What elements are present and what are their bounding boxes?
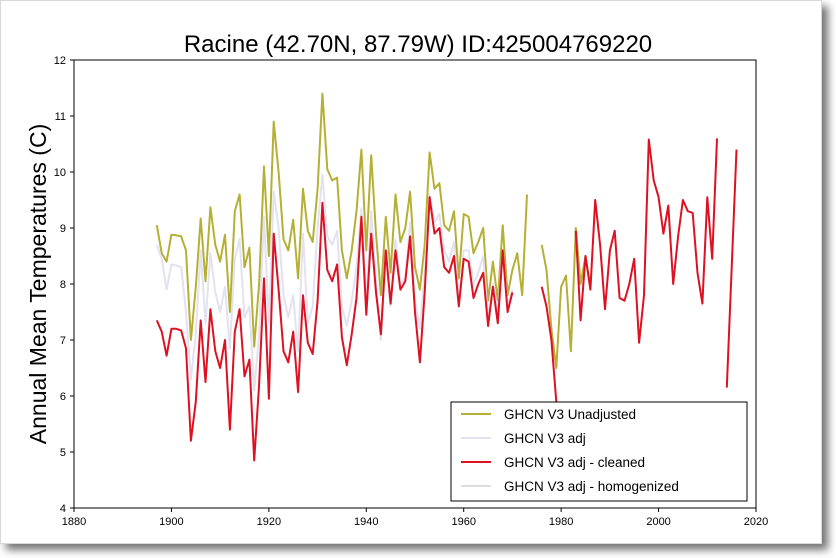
legend-label: GHCN V3 adj - cleaned — [504, 455, 645, 470]
x-tick-label: 1900 — [159, 516, 183, 528]
legend: GHCN V3 Unadjusted GHCN V3 adj GHCN V3 adj… — [450, 401, 748, 502]
x-tick-label: 1960 — [451, 516, 475, 528]
y-tick-label: 10 — [54, 167, 66, 179]
x-tick-label: 2000 — [646, 516, 670, 528]
x-tick-label: 2020 — [744, 516, 768, 528]
legend-label: GHCN V3 adj - homogenized — [504, 479, 679, 494]
chart-title: Racine (42.70N, 87.79W) ID:425004769220 — [183, 31, 653, 58]
series-line-ghcn-v3-adj — [155, 173, 514, 392]
legend-box — [450, 401, 748, 502]
x-tick-label: 1980 — [549, 516, 573, 528]
x-tick-label: 1940 — [354, 516, 378, 528]
series-line-ghcn-v3-unadjusted — [155, 92, 592, 369]
legend-label: GHCN V3 adj — [504, 431, 586, 446]
y-tick-label: 7 — [60, 335, 66, 347]
y-tick-label: 11 — [55, 111, 66, 123]
y-tick-label: 4 — [60, 503, 66, 515]
y-tick-label: 9 — [60, 223, 66, 235]
x-tick-label: 1920 — [257, 516, 281, 528]
y-tick-label: 8 — [60, 279, 66, 291]
legend-label: GHCN V3 Unadjusted — [504, 407, 636, 422]
x-tick-label: 1880 — [62, 516, 86, 528]
y-tick-label: 12 — [54, 55, 66, 67]
y-tick-label: 6 — [60, 391, 66, 403]
y-axis-label: Annual Mean Temperatures (C) — [25, 124, 51, 444]
y-tick-label: 5 — [60, 447, 66, 459]
series-line-ghcn-v3-adj-cleaned — [155, 138, 738, 462]
